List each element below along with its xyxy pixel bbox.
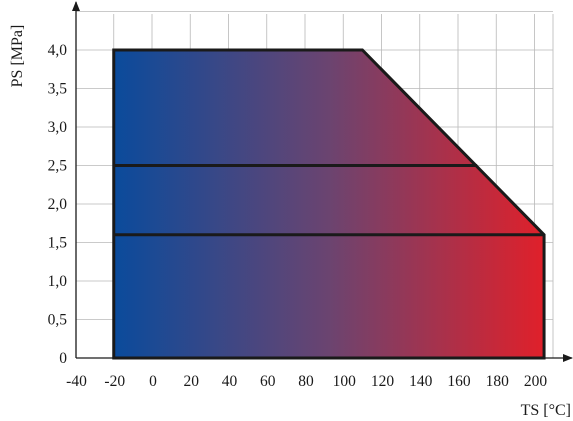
y-tick-label: 4,0	[48, 42, 68, 59]
operating-region	[113, 50, 545, 358]
x-tick-label: 40	[222, 373, 238, 390]
x-tick-labels: -40 -20 0 20 40 60 80 100 120 140 160 180 200	[66, 373, 547, 390]
x-tick-label: 140	[409, 373, 433, 390]
x-tick-label: 120	[371, 373, 395, 390]
y-tick-label: 0,5	[48, 312, 68, 329]
x-tick-label: 0	[149, 373, 157, 390]
y-tick-label: 1,5	[48, 235, 68, 252]
y-tick-label: 2,0	[48, 196, 68, 213]
x-tick-label: 100	[333, 373, 357, 390]
y-tick-label: 2,5	[48, 158, 68, 175]
x-tick-label: -20	[104, 373, 125, 390]
limit-lines	[113, 164, 545, 237]
x-tick-label: 160	[447, 373, 471, 390]
y-axis-title: PS [MPa]	[9, 25, 26, 88]
x-tick-label: 200	[524, 373, 548, 390]
y-tick-label: 3,5	[48, 81, 68, 98]
x-tick-label: -40	[66, 373, 87, 390]
x-axis-title: TS [°C]	[521, 402, 571, 419]
y-tick-labels: 0 0,5 1,0 1,5 2,0 2,5 3,0 3,5 4,0	[48, 42, 68, 367]
x-tick-label: 60	[260, 373, 276, 390]
y-tick-label: 1,0	[48, 273, 68, 290]
x-tick-label: 80	[298, 373, 314, 390]
x-tick-label: 20	[184, 373, 200, 390]
y-tick-label: 0	[59, 350, 67, 367]
x-tick-label: 180	[486, 373, 510, 390]
y-tick-label: 3,0	[48, 119, 68, 136]
